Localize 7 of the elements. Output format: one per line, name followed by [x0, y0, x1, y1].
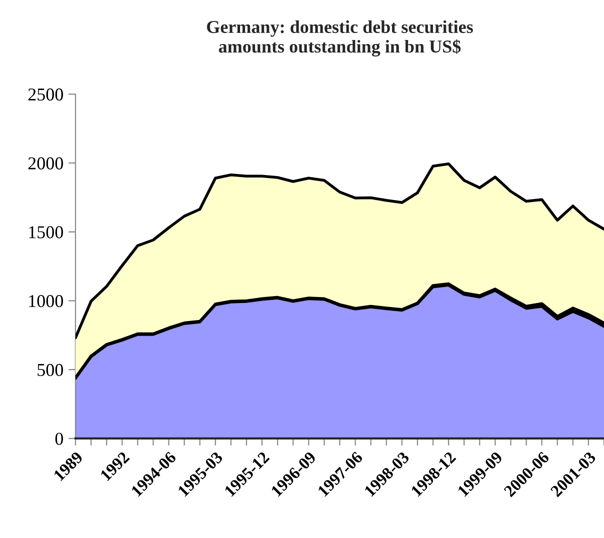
y-tick-label: 2000 [28, 157, 64, 170]
y-tick-label: 2500 [28, 88, 64, 101]
y-tick-label: 1000 [29, 295, 64, 308]
y-tick-label: 0 [55, 432, 64, 445]
y-tick-label: 500 [38, 364, 64, 376]
y-tick-label: 1500 [29, 226, 64, 238]
chart-title: Germany: domestic debt securities amounts outstanding in bn US$ [207, 20, 473, 56]
